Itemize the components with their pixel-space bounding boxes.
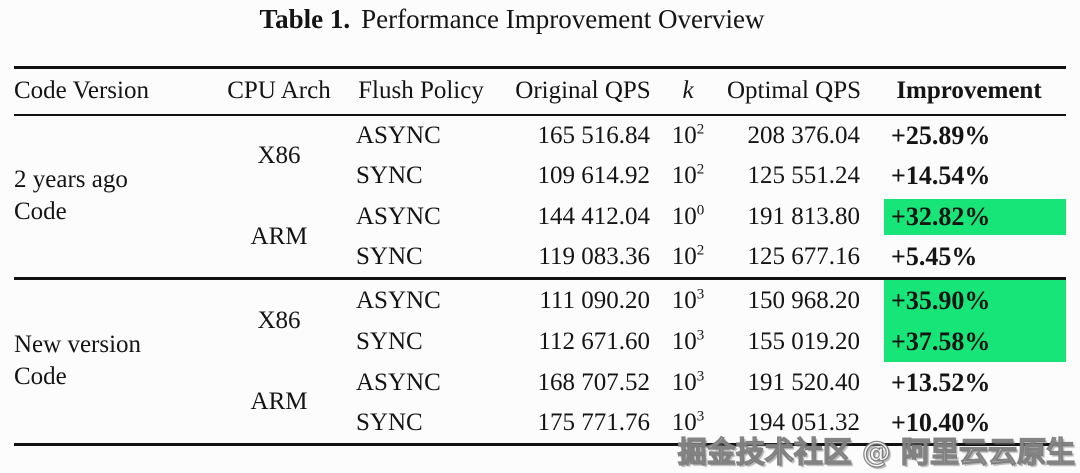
performance-table: Code Version CPU Arch Flush Policy Origi… (14, 66, 1066, 446)
improvement-cell: +25.89% (872, 115, 1066, 156)
table-row: ARM ASYNC 168 707.52 103 191 520.40 +13.52% (14, 362, 1066, 416)
optimal-qps-cell: 194 051.32 (747, 408, 861, 436)
improvement-value-highlighted: +37.58% (884, 321, 1066, 362)
improvement-value: +25.89% (891, 120, 991, 150)
table-row: SYNC 119 083.36 102 125 677.16 +5.45% (14, 238, 1066, 279)
table-row: 2 years ago Code X86 ASYNC 165 516.84 102 208 … (14, 115, 1066, 226)
original-qps-cell: 112 671.60 (538, 327, 650, 355)
k-cell: 102 (660, 238, 716, 279)
table-body: 2 years ago Code X86 ASYNC 165 516.84 102 208 … (14, 115, 1066, 444)
k-cell: 103 (660, 362, 716, 403)
k-exponent: 3 (696, 368, 705, 385)
col-header-cpu-arch: CPU Arch (222, 67, 336, 116)
improvement-cell: +13.52% (872, 362, 1066, 403)
k-cell: 103 (660, 321, 716, 362)
k-base: 10 (671, 121, 697, 149)
improvement-cell: +10.40% (872, 403, 1066, 444)
col-header-improvement: Improvement (872, 67, 1066, 116)
optimal-qps-cell: 191 520.40 (747, 368, 861, 396)
original-qps-cell: 175 771.76 (537, 408, 651, 436)
k-base: 10 (671, 243, 697, 271)
optimal-qps-cell: 125 551.24 (747, 162, 861, 189)
flush-policy-cell: ASYNC (356, 368, 441, 396)
k-base: 10 (671, 162, 697, 189)
flush-policy-cell: ASYNC (356, 121, 441, 149)
cpu-arch-cell: ARM (250, 222, 308, 250)
table-caption-text: Performance Improvement Overview (361, 4, 765, 34)
table-row: New version Code X86 ASYNC 111 090.20 103 150 … (14, 277, 1066, 444)
k-exponent: 3 (696, 408, 705, 425)
code-version-cell: 2 years ago Code (14, 166, 128, 226)
k-cell: 103 (660, 277, 716, 321)
table-row: SYNC 109 614.92 102 125 551.24 +14.54% (14, 156, 1066, 197)
col-header-code-version: Code Version (14, 67, 222, 116)
header-row: Code Version CPU Arch Flush Policy Origi… (14, 67, 1066, 116)
k-cell: 100 (660, 197, 716, 238)
improvement-value: +10.40% (891, 407, 991, 437)
k-exponent: 2 (696, 242, 705, 259)
flush-policy-cell: ASYNC (336, 277, 506, 321)
k-base: 10 (671, 408, 697, 436)
k-base: 10 (671, 286, 697, 314)
improvement-value-highlighted: +35.90% (884, 280, 1066, 321)
improvement-cell: +37.58% (872, 321, 1066, 362)
cpu-arch-cell: ARM (250, 388, 308, 416)
flush-policy-cell: SYNC (356, 327, 423, 355)
k-base: 10 (671, 327, 697, 355)
improvement-value: +13.52% (891, 367, 991, 397)
improvement-cell: +32.82% (872, 197, 1066, 238)
table-caption-label: Table 1. (259, 4, 351, 34)
watermark: 掘金技术社区 @ 阿里云云原生 (677, 434, 1075, 469)
improvement-cell: +14.54% (872, 156, 1066, 197)
table-row: SYNC 175 771.76 103 194 051.32 +10.40% (14, 403, 1066, 444)
col-header-original-qps: Original QPS (506, 67, 660, 116)
original-qps-cell: 165 516.84 (537, 121, 651, 149)
col-header-flush-policy: Flush Policy (336, 67, 506, 116)
flush-policy-cell: SYNC (356, 162, 423, 189)
original-qps-cell: 111 090.20 (506, 277, 660, 321)
k-exponent: 3 (696, 286, 705, 303)
table-row: SYNC 112 671.60 103 155 019.20 +37.58% (14, 321, 1066, 362)
k-exponent: 2 (696, 161, 705, 178)
flush-policy-cell: ASYNC (356, 203, 441, 230)
k-cell: 103 (660, 403, 716, 444)
optimal-qps-cell: 125 677.16 (747, 243, 861, 271)
table-row: ARM ASYNC 144 412.04 100 191 813.80 +32.82% (14, 197, 1066, 250)
flush-policy-cell: SYNC (356, 243, 423, 271)
col-header-optimal-qps: Optimal QPS (716, 67, 872, 116)
k-base: 10 (671, 368, 697, 396)
improvement-cell: +5.45% (872, 238, 1066, 279)
k-exponent: 0 (696, 202, 705, 219)
original-qps-cell: 168 707.52 (537, 368, 651, 396)
improvement-value: +14.54% (891, 161, 991, 190)
optimal-qps-cell: 150 968.20 (716, 277, 872, 321)
code-version-cell: New version Code (14, 277, 222, 444)
optimal-qps-cell: 155 019.20 (747, 327, 861, 355)
table-caption: Table 1. Performance Improvement Overview (260, 4, 765, 35)
k-cell: 102 (660, 115, 716, 156)
cpu-arch-cell: X86 (222, 277, 336, 362)
original-qps-cell: 109 614.92 (537, 162, 651, 189)
k-cell: 102 (660, 156, 716, 197)
k-base: 10 (671, 203, 697, 230)
cpu-arch-cell: X86 (257, 142, 301, 169)
improvement-cell: +35.90% (872, 277, 1066, 321)
table-header: Code Version CPU Arch Flush Policy Origi… (14, 67, 1066, 116)
optimal-qps-cell: 191 813.80 (747, 203, 861, 230)
optimal-qps-cell: 208 376.04 (747, 121, 861, 149)
k-exponent: 3 (696, 327, 705, 344)
flush-policy-cell: SYNC (356, 408, 423, 436)
original-qps-cell: 144 412.04 (537, 203, 651, 230)
original-qps-cell: 119 083.36 (538, 243, 650, 271)
improvement-value-highlighted: +32.82% (884, 199, 1066, 235)
col-header-k: k (660, 67, 716, 116)
k-exponent: 2 (696, 121, 705, 138)
improvement-value: +5.45% (891, 242, 978, 272)
